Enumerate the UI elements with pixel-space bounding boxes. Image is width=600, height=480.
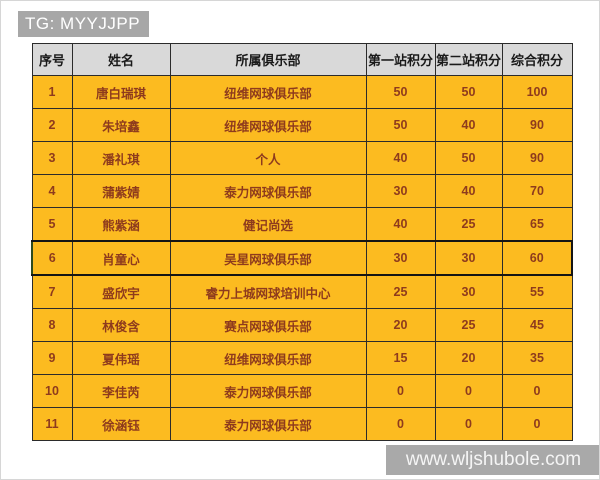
- cell-s2: 50: [434, 141, 503, 175]
- cell-name: 唐白瑞琪: [71, 75, 171, 109]
- cell-total: 60: [501, 240, 573, 276]
- cell-s2: 20: [434, 341, 503, 375]
- cell-s1: 0: [365, 374, 436, 408]
- cell-total: 65: [501, 207, 573, 242]
- cell-total: 0: [501, 374, 573, 408]
- cell-no: 6: [31, 240, 73, 276]
- cell-club: 泰力网球俱乐部: [169, 374, 367, 408]
- cell-club: 个人: [169, 141, 367, 175]
- table-row: 10 李佳芮 泰力网球俱乐部 0 0 0: [31, 374, 573, 408]
- cell-name: 肖童心: [71, 240, 171, 276]
- table-row: 7 盛欣宇 睿力上城网球培训中心 25 30 55: [31, 274, 573, 309]
- cell-no: 11: [31, 407, 73, 441]
- cell-s2: 50: [434, 75, 503, 109]
- table-row: 3 潘礼琪 个人 40 50 90: [31, 141, 573, 175]
- cell-club: 纽维网球俱乐部: [169, 75, 367, 109]
- cell-s2: 25: [434, 308, 503, 342]
- table-row: 6 肖童心 吴星网球俱乐部 30 30 60: [31, 240, 573, 276]
- cell-no: 8: [31, 308, 73, 342]
- cell-total: 35: [501, 341, 573, 375]
- cell-total: 90: [501, 108, 573, 142]
- website-watermark: www.wljshubole.com: [386, 445, 599, 475]
- cell-s1: 40: [365, 141, 436, 175]
- telegram-watermark: TG: MYYJJPP: [18, 11, 149, 37]
- cell-name: 盛欣宇: [71, 274, 171, 309]
- cell-s1: 25: [365, 274, 436, 309]
- cell-s1: 40: [365, 207, 436, 242]
- cell-no: 1: [31, 75, 73, 109]
- points-table: 序号 姓名 所属俱乐部 第一站积分 第二站积分 综合积分 1 唐白瑞琪 纽维网球俱乐…: [31, 43, 573, 441]
- table-row: 11 徐涵钰 泰力网球俱乐部 0 0 0: [31, 407, 573, 441]
- cell-s2: 0: [434, 407, 503, 441]
- cell-name: 朱培鑫: [71, 108, 171, 142]
- cell-name: 熊紫涵: [71, 207, 171, 242]
- table-row: 4 蒲紫婧 泰力网球俱乐部 30 40 70: [31, 174, 573, 208]
- cell-s1: 30: [365, 240, 436, 276]
- cell-s2: 30: [434, 274, 503, 309]
- cell-s1: 20: [365, 308, 436, 342]
- cell-club: 吴星网球俱乐部: [169, 240, 367, 276]
- cell-no: 7: [31, 274, 73, 309]
- cell-s1: 15: [365, 341, 436, 375]
- cell-name: 林俊含: [71, 308, 171, 342]
- cell-no: 9: [31, 341, 73, 375]
- cell-total: 45: [501, 308, 573, 342]
- cell-no: 3: [31, 141, 73, 175]
- column-header-stop1: 第一站积分: [365, 43, 436, 76]
- cell-s1: 30: [365, 174, 436, 208]
- cell-club: 赛点网球俱乐部: [169, 308, 367, 342]
- cell-name: 李佳芮: [71, 374, 171, 408]
- cell-club: 睿力上城网球培训中心: [169, 274, 367, 309]
- table-header-row: 序号 姓名 所属俱乐部 第一站积分 第二站积分 综合积分: [31, 43, 573, 76]
- column-header-index: 序号: [31, 43, 73, 76]
- cell-s1: 50: [365, 108, 436, 142]
- table-body: 1 唐白瑞琪 纽维网球俱乐部 50 50 100 2 朱培鑫 纽维网球俱乐部 50 40 90 3 潘礼琪…: [31, 75, 573, 441]
- column-header-club: 所属俱乐部: [169, 43, 367, 76]
- cell-s1: 0: [365, 407, 436, 441]
- cell-total: 100: [501, 75, 573, 109]
- cell-total: 0: [501, 407, 573, 441]
- cell-club: 健记尚选: [169, 207, 367, 242]
- column-header-name: 姓名: [71, 43, 171, 76]
- cell-name: 潘礼琪: [71, 141, 171, 175]
- cell-no: 10: [31, 374, 73, 408]
- cell-club: 纽维网球俱乐部: [169, 341, 367, 375]
- cell-no: 2: [31, 108, 73, 142]
- cell-name: 徐涵钰: [71, 407, 171, 441]
- table-row: 5 熊紫涵 健记尚选 40 25 65: [31, 207, 573, 242]
- cell-s2: 30: [434, 240, 503, 276]
- cell-name: 蒲紫婧: [71, 174, 171, 208]
- column-header-stop2: 第二站积分: [434, 43, 503, 76]
- cell-name: 夏伟瑶: [71, 341, 171, 375]
- cell-total: 90: [501, 141, 573, 175]
- table-row: 1 唐白瑞琪 纽维网球俱乐部 50 50 100: [31, 75, 573, 109]
- cell-club: 泰力网球俱乐部: [169, 407, 367, 441]
- cell-no: 5: [31, 207, 73, 242]
- cell-s2: 0: [434, 374, 503, 408]
- cell-s2: 40: [434, 174, 503, 208]
- cell-total: 70: [501, 174, 573, 208]
- cell-club: 泰力网球俱乐部: [169, 174, 367, 208]
- cell-s2: 25: [434, 207, 503, 242]
- cell-no: 4: [31, 174, 73, 208]
- cell-s2: 40: [434, 108, 503, 142]
- cell-s1: 50: [365, 75, 436, 109]
- cell-total: 55: [501, 274, 573, 309]
- cell-club: 纽维网球俱乐部: [169, 108, 367, 142]
- column-header-total: 综合积分: [501, 43, 573, 76]
- table-row: 9 夏伟瑶 纽维网球俱乐部 15 20 35: [31, 341, 573, 375]
- table-row: 2 朱培鑫 纽维网球俱乐部 50 40 90: [31, 108, 573, 142]
- table-row: 8 林俊含 赛点网球俱乐部 20 25 45: [31, 308, 573, 342]
